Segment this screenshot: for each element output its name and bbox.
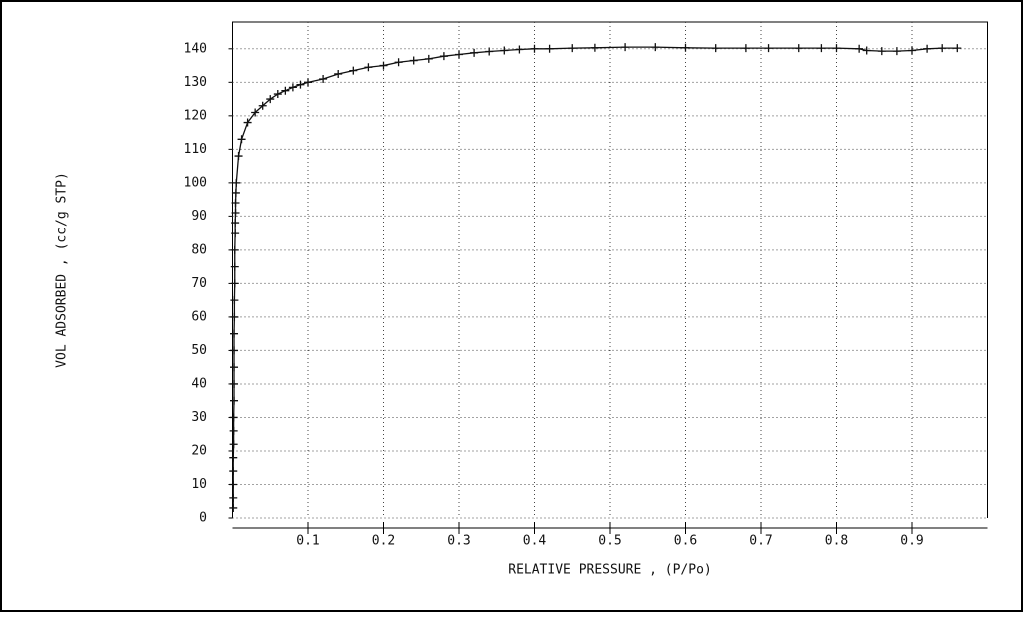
- data-point: [334, 69, 343, 78]
- data-point: [877, 47, 886, 56]
- data-point: [230, 363, 239, 372]
- x-tick-label: 0.1: [296, 534, 319, 549]
- data-point: [229, 426, 238, 435]
- y-tick-label: 80: [191, 242, 207, 257]
- y-tick-label: 50: [191, 343, 207, 358]
- data-point: [409, 56, 418, 65]
- data-point: [230, 329, 239, 338]
- data-point: [862, 46, 871, 55]
- data-point: [590, 43, 599, 52]
- data-point: [230, 262, 239, 271]
- data-point: [231, 229, 240, 238]
- data-point: [855, 44, 864, 53]
- y-tick-label: 140: [184, 41, 207, 56]
- y-tick-label: 100: [184, 175, 207, 190]
- data-point: [296, 80, 305, 89]
- y-tick-label: 130: [184, 75, 207, 90]
- y-tick-label: 120: [184, 108, 207, 123]
- data-point: [230, 245, 239, 254]
- data-point: [281, 86, 290, 95]
- y-tick-label: 30: [191, 410, 207, 425]
- data-point: [229, 440, 238, 449]
- data-point: [470, 48, 479, 57]
- x-tick-label: 0.9: [900, 534, 923, 549]
- data-point: [304, 78, 312, 87]
- x-tick-label: 0.8: [825, 534, 848, 549]
- data-point: [230, 379, 239, 388]
- data-point: [229, 453, 238, 462]
- data-point: [229, 503, 238, 512]
- y-tick-label: 60: [191, 309, 207, 324]
- x-tick-label: 0.2: [372, 534, 395, 549]
- data-point: [231, 198, 240, 207]
- data-point: [794, 44, 803, 53]
- x-tick-label: 0.4: [523, 534, 547, 549]
- data-point: [231, 209, 240, 218]
- data-point: [243, 118, 252, 127]
- data-point: [515, 45, 524, 54]
- data-point: [230, 312, 239, 321]
- data-point: [424, 54, 433, 63]
- data-point: [681, 43, 690, 52]
- data-point: [892, 47, 901, 56]
- data-point: [621, 43, 630, 52]
- y-tick-label: 40: [191, 376, 207, 391]
- data-point: [237, 135, 246, 144]
- data-point: [953, 44, 962, 53]
- data-line: [232, 46, 958, 508]
- data-point: [230, 396, 239, 405]
- data-point: [817, 44, 826, 53]
- x-tick-label: 0.5: [598, 534, 621, 549]
- data-point: [394, 58, 403, 67]
- data-point: [230, 279, 239, 288]
- data-point: [288, 83, 297, 92]
- x-axis-label: RELATIVE PRESSURE , (P/Po): [508, 563, 712, 578]
- data-point: [231, 219, 240, 228]
- x-tick-label: 0.7: [749, 534, 772, 549]
- data-point: [349, 66, 358, 75]
- data-point: [234, 152, 243, 161]
- y-tick-label: 10: [191, 477, 207, 492]
- data-point: [266, 95, 275, 104]
- data-point: [545, 44, 554, 53]
- data-point: [764, 44, 773, 53]
- data-point: [229, 493, 238, 502]
- data-point: [530, 44, 539, 53]
- data-point: [741, 44, 750, 53]
- data-point: [232, 178, 241, 187]
- data-point: [439, 52, 448, 61]
- x-tick-label: 0.6: [674, 534, 697, 549]
- y-tick-label: 20: [191, 443, 207, 458]
- y-tick-label: 0: [199, 511, 207, 526]
- data-point: [500, 46, 509, 55]
- data-point: [455, 50, 463, 59]
- data-point: [229, 480, 238, 489]
- data-point: [273, 90, 282, 99]
- y-tick-label: 90: [191, 209, 207, 224]
- data-point: [230, 346, 239, 355]
- data-point: [485, 47, 494, 56]
- data-point: [832, 44, 841, 53]
- data-point: [938, 44, 947, 53]
- data-point: [651, 43, 660, 52]
- data-point: [711, 44, 720, 53]
- data-point: [379, 61, 388, 70]
- data-point: [908, 46, 916, 55]
- data-point: [568, 44, 577, 53]
- data-point: [251, 108, 260, 117]
- data-point: [229, 467, 238, 476]
- data-point: [319, 74, 328, 83]
- y-tick-label: 70: [191, 276, 207, 291]
- x-tick-label: 0.3: [447, 534, 470, 549]
- y-axis-label: VOL ADSORBED , (cc/g STP): [55, 172, 70, 368]
- data-point: [229, 413, 238, 422]
- data-point: [258, 101, 267, 110]
- data-point: [923, 44, 932, 53]
- data-point: [231, 188, 240, 197]
- data-point: [364, 63, 373, 72]
- y-tick-label: 110: [184, 142, 207, 157]
- data-point: [230, 296, 239, 305]
